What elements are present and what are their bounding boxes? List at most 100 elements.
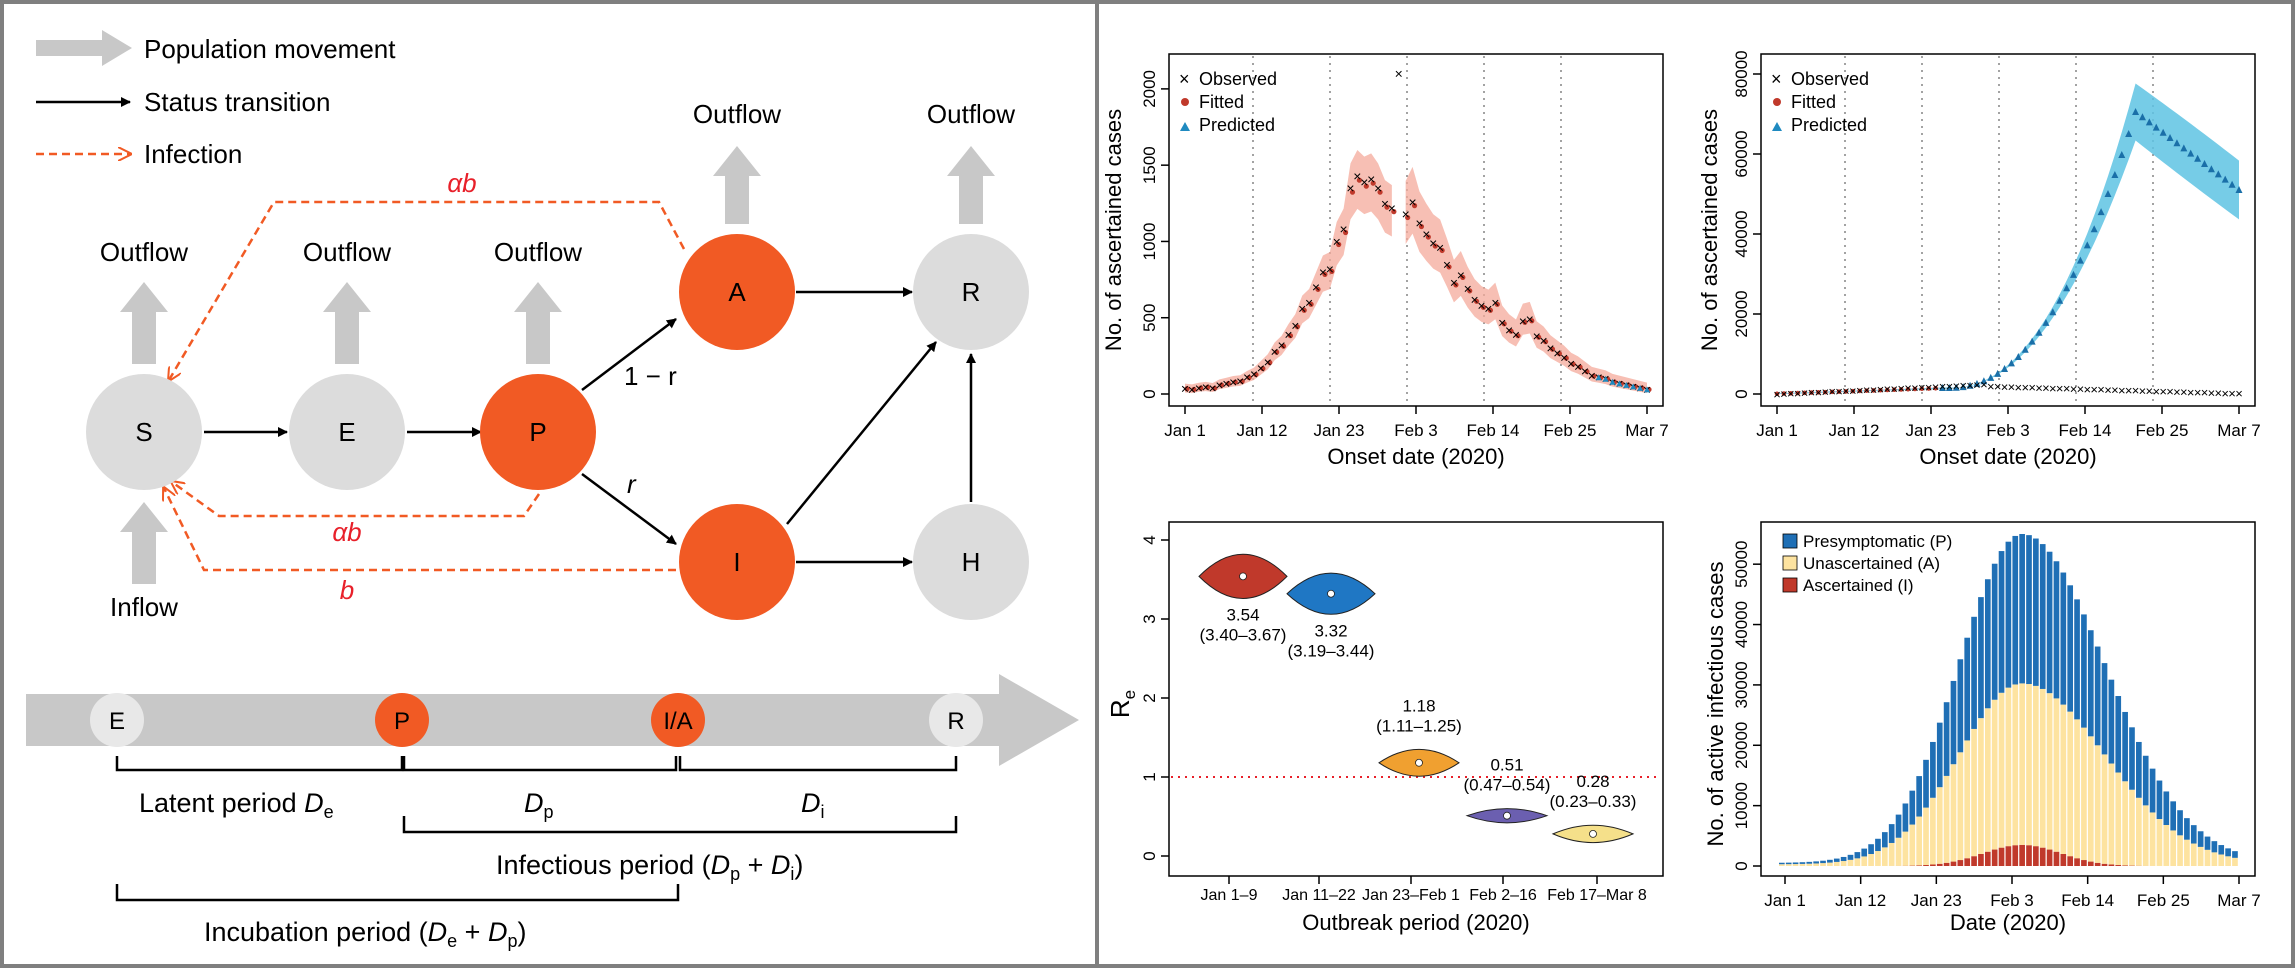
outflow-label-e: Outflow <box>303 237 391 267</box>
chart4-ytick-label: 40000 <box>1732 601 1751 648</box>
onset-predicted-chart: ××××××××××××××××××××××××××××××××××××××××… <box>1697 50 2261 469</box>
chart4-bar-ascertained <box>2006 846 2012 866</box>
chart4-bar-presymptomatic <box>2060 573 2066 705</box>
chart1-legend-fitted: Fitted <box>1199 92 1244 112</box>
chart4-bar-presymptomatic <box>2184 818 2190 840</box>
chart4-bar-ascertained <box>2115 865 2121 866</box>
chart4-legend-p: Presymptomatic (P) <box>1803 532 1952 551</box>
chart4-bar-presymptomatic <box>1861 849 1867 857</box>
chart1-observed-point: × <box>1291 317 1299 333</box>
chart1-legend: × Observed Fitted Predicted <box>1179 69 1277 135</box>
chart1-ytick-label: 1000 <box>1140 223 1159 261</box>
chart3-ytick-label: 1 <box>1140 772 1159 781</box>
chart1-legend-fitted-marker <box>1181 98 1189 106</box>
chart4-bar-presymptomatic <box>1923 760 1929 808</box>
chart4-xtick-label: Feb 3 <box>1990 891 2033 910</box>
chart4-bar-unascertained <box>2129 790 2135 866</box>
chart4-bar-unascertained <box>1841 861 1847 866</box>
chart4-bar-unascertained <box>1855 858 1861 866</box>
chart4-ytick-label: 0 <box>1732 861 1751 870</box>
chart4-bar-unascertained <box>2109 764 2115 865</box>
chart4-bar-presymptomatic <box>2218 845 2224 854</box>
chart4-bar-ascertained <box>1964 858 1970 866</box>
chart4-bar-presymptomatic <box>2232 851 2238 858</box>
legend-status-transition: Status transition <box>144 87 330 117</box>
chart4-bar-presymptomatic <box>2177 810 2183 835</box>
chart2-xlabel: Onset date (2020) <box>1919 444 2096 469</box>
chart4-bar-presymptomatic <box>1944 702 1950 776</box>
chart2-xtick-label: Feb 25 <box>2136 421 2189 440</box>
chart4-bar-unascertained <box>1999 693 2005 848</box>
timeline-stage-p-label: P <box>394 708 410 735</box>
chart4-bar-ascertained <box>1985 852 1991 866</box>
chart4-bar-presymptomatic <box>1779 863 1785 864</box>
chart1-xtick-label: Mar 7 <box>1625 421 1668 440</box>
chart3-ytick-label: 3 <box>1140 614 1159 623</box>
chart4-bar-ascertained <box>2102 864 2108 866</box>
outflow-label-r: Outflow <box>927 99 1015 129</box>
chart1-ytick-label: 1500 <box>1140 146 1159 184</box>
chart2-xtick-label: Jan 1 <box>1756 421 1798 440</box>
chart4-bar-presymptomatic <box>1834 859 1840 862</box>
schematic-legend: Population movement Status transition In… <box>36 30 396 169</box>
chart4-bar-unascertained <box>1916 817 1922 866</box>
chart4-bar-unascertained <box>2177 835 2183 866</box>
chart4-bar-presymptomatic <box>2157 781 2163 819</box>
chart4-bar-presymptomatic <box>1806 862 1812 864</box>
chart2-predicted-point <box>1994 370 2001 377</box>
chart4-bar-ascertained <box>1971 856 1977 866</box>
node-a-label: A <box>728 277 746 307</box>
chart3-xtick-label: Jan 11–22 <box>1282 887 1356 904</box>
chart4-bar-presymptomatic <box>1875 839 1881 851</box>
chart4-bar-presymptomatic <box>1848 855 1854 860</box>
incubation-period-label: Incubation period (De + Dp) <box>204 917 526 951</box>
chart4-bar-unascertained <box>1944 776 1950 863</box>
chart1-legend-predicted-marker <box>1180 122 1190 131</box>
chart1-legend-observed-marker: × <box>1179 69 1190 89</box>
chart4-xtick-label: Jan 1 <box>1764 891 1806 910</box>
chart1-observed-point: × <box>1443 256 1451 272</box>
chart4-bar-ascertained <box>1978 854 1984 866</box>
population-movement-icon <box>36 30 132 66</box>
chart1-observed-point: × <box>1395 66 1403 82</box>
chart4-bar-unascertained <box>2191 844 2197 866</box>
chart4-ytick-label: 20000 <box>1732 722 1751 769</box>
chart4-bar-unascertained <box>2040 689 2046 848</box>
chart4-bar-ascertained <box>2122 865 2128 866</box>
chart4-bar-unascertained <box>1800 864 1806 866</box>
edge-label-r: r <box>627 469 637 499</box>
chart4-bar-unascertained <box>1813 863 1819 866</box>
chart4-bar-presymptomatic <box>2191 825 2197 843</box>
chart4-legend-a-swatch <box>1783 556 1797 570</box>
chart1-xtick-label: Feb 14 <box>1467 421 1520 440</box>
results-panel: ××××××××××××××××××××××××××××××××××××××××… <box>1095 0 2295 968</box>
chart4-bar-unascertained <box>1985 708 1991 851</box>
chart4-bar-unascertained <box>1834 862 1840 866</box>
chart4-bar-unascertained <box>2184 840 2190 866</box>
chart3-value-label: 1.18 <box>1402 696 1435 715</box>
chart4-bar-unascertained <box>1937 787 1943 864</box>
chart4-bar-presymptomatic <box>1930 742 1936 798</box>
chart4-bar-unascertained <box>2102 754 2108 863</box>
chart4-bar-unascertained <box>1875 851 1881 866</box>
chart2-ylabel: No. of ascertained cases <box>1697 109 1722 351</box>
chart2-xtick-label: Jan 12 <box>1828 421 1879 440</box>
timeline-stage-r-label: R <box>947 708 964 735</box>
chart4-bar-unascertained <box>2163 825 2169 866</box>
chart4-ytick-label: 50000 <box>1732 541 1751 588</box>
chart3-ci-label: (3.40–3.67) <box>1200 625 1287 644</box>
chart4-bar-unascertained <box>2122 781 2128 865</box>
chart3-xtick-label: Feb 2–16 <box>1469 887 1537 904</box>
chart4-bar-unascertained <box>1786 864 1792 866</box>
chart4-bar-presymptomatic <box>2040 544 2046 689</box>
edge-label-alpha-b-top: αb <box>447 168 476 198</box>
chart1-xtick-label: Feb 3 <box>1394 421 1437 440</box>
chart4-bar-unascertained <box>2012 684 2018 845</box>
chart4-ylabel: No. of active infectious cases <box>1703 562 1728 847</box>
chart3-ytick-label: 2 <box>1140 693 1159 702</box>
chart3-median-point <box>1590 830 1597 837</box>
chart1-observed-point: × <box>1326 261 1334 277</box>
chart1-ytick-label: 0 <box>1140 389 1159 398</box>
chart1-legend-observed: Observed <box>1199 69 1277 89</box>
chart4-bar-unascertained <box>2157 819 2163 866</box>
